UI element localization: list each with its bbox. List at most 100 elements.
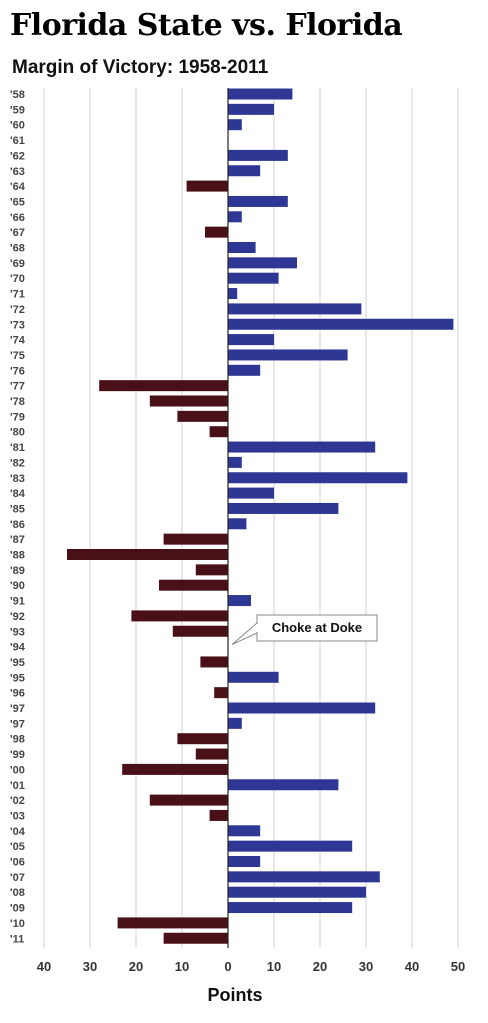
bar-52 bbox=[228, 886, 366, 898]
year-label: '82 bbox=[10, 457, 25, 469]
year-label: '96 bbox=[10, 688, 25, 700]
bar-50 bbox=[228, 856, 261, 867]
year-label: '62 bbox=[10, 150, 25, 162]
bar-18 bbox=[228, 364, 261, 376]
annotation: Choke at Doke bbox=[231, 614, 378, 646]
bar-49 bbox=[228, 840, 353, 852]
bar-21 bbox=[177, 410, 228, 422]
year-label: '85 bbox=[10, 503, 25, 515]
bar-7 bbox=[228, 195, 288, 207]
year-label: '89 bbox=[10, 565, 25, 577]
bar-29 bbox=[163, 533, 228, 545]
bar-54 bbox=[117, 917, 228, 929]
year-label: '80 bbox=[10, 427, 25, 439]
year-label: '08 bbox=[10, 887, 25, 899]
bar-43 bbox=[195, 748, 228, 760]
x-tick-label: 50 bbox=[451, 959, 465, 974]
bar-34 bbox=[131, 610, 228, 622]
bar-19 bbox=[99, 380, 228, 392]
bar-38 bbox=[228, 671, 279, 683]
bar-53 bbox=[228, 902, 353, 914]
year-label: '79 bbox=[10, 411, 25, 423]
bar-55 bbox=[163, 932, 228, 944]
year-label: '04 bbox=[10, 826, 26, 838]
year-label: '95 bbox=[10, 672, 25, 684]
year-label: '02 bbox=[10, 795, 25, 807]
year-label: '58 bbox=[10, 89, 25, 101]
bar-48 bbox=[228, 825, 261, 837]
year-label: '78 bbox=[10, 396, 25, 408]
bar-45 bbox=[228, 779, 339, 791]
year-label: '11 bbox=[10, 933, 24, 945]
x-axis-label: Points bbox=[207, 985, 262, 1005]
bar-25 bbox=[228, 472, 408, 484]
year-label: '73 bbox=[10, 319, 25, 331]
bar-10 bbox=[228, 242, 256, 253]
year-label: '98 bbox=[10, 734, 25, 746]
grid-lines bbox=[43, 88, 459, 948]
bar-6 bbox=[186, 180, 228, 192]
bar-17 bbox=[228, 349, 348, 361]
year-label: '76 bbox=[10, 365, 25, 377]
x-tick-label: 10 bbox=[175, 959, 189, 974]
year-label: '63 bbox=[10, 166, 25, 178]
year-label: '03 bbox=[10, 810, 25, 822]
callout-box bbox=[256, 614, 378, 642]
bar-44 bbox=[122, 763, 228, 775]
year-label: '97 bbox=[10, 703, 25, 715]
year-labels: '58 '59 '60 '61 '62 '63 '64 '65 '66 '67 '68 '69 '70 '… bbox=[10, 89, 26, 945]
year-label: '71 bbox=[10, 289, 25, 301]
bar-37 bbox=[200, 656, 228, 668]
bar-2 bbox=[228, 119, 242, 131]
year-label: '90 bbox=[10, 580, 25, 592]
year-label: '01 bbox=[10, 780, 25, 792]
bar-41 bbox=[228, 717, 242, 729]
callout-text: Choke at Doke bbox=[272, 620, 362, 635]
bar-20 bbox=[149, 395, 228, 407]
year-label: '05 bbox=[10, 841, 25, 853]
year-label: '07 bbox=[10, 872, 25, 884]
year-label: '92 bbox=[10, 611, 25, 623]
year-label: '65 bbox=[10, 196, 25, 208]
bar-33 bbox=[228, 595, 251, 607]
bar-11 bbox=[228, 257, 297, 269]
bar-42 bbox=[177, 733, 228, 745]
bar-14 bbox=[228, 303, 362, 315]
bar-9 bbox=[205, 226, 228, 238]
year-label: '00 bbox=[10, 764, 25, 776]
bar-0 bbox=[228, 88, 293, 100]
year-label: '60 bbox=[10, 120, 25, 132]
year-label: '69 bbox=[10, 258, 25, 270]
year-label: '87 bbox=[10, 534, 25, 546]
year-label: '74 bbox=[10, 335, 26, 347]
x-tick-label: 20 bbox=[129, 959, 143, 974]
bar-51 bbox=[228, 871, 380, 883]
year-label: '10 bbox=[10, 918, 25, 930]
bar-31 bbox=[195, 564, 228, 576]
year-label: '67 bbox=[10, 227, 25, 239]
chart-title: Florida State vs. Florida bbox=[10, 8, 403, 43]
bar-27 bbox=[228, 502, 339, 514]
x-tick-label: 30 bbox=[83, 959, 97, 974]
year-label: '64 bbox=[10, 181, 26, 193]
year-label: '61 bbox=[10, 135, 25, 147]
bar-5 bbox=[228, 165, 261, 177]
bar-13 bbox=[228, 288, 238, 300]
bar-35 bbox=[172, 625, 228, 637]
year-label: '75 bbox=[10, 350, 25, 362]
year-label: '97 bbox=[10, 718, 25, 730]
year-label: '77 bbox=[10, 381, 25, 393]
bar-4 bbox=[228, 149, 288, 161]
year-label: '84 bbox=[10, 488, 26, 500]
year-label: '70 bbox=[10, 273, 25, 285]
year-label: '83 bbox=[10, 473, 25, 485]
x-tick-label: 10 bbox=[267, 959, 281, 974]
callout-pointer bbox=[231, 622, 258, 646]
year-label: '09 bbox=[10, 903, 25, 915]
chart-subtitle: Margin of Victory: 1958-2011 bbox=[12, 57, 269, 78]
year-label: '86 bbox=[10, 519, 25, 531]
callout-gap bbox=[256, 624, 259, 632]
year-label: '66 bbox=[10, 212, 25, 224]
bar-24 bbox=[228, 456, 242, 468]
